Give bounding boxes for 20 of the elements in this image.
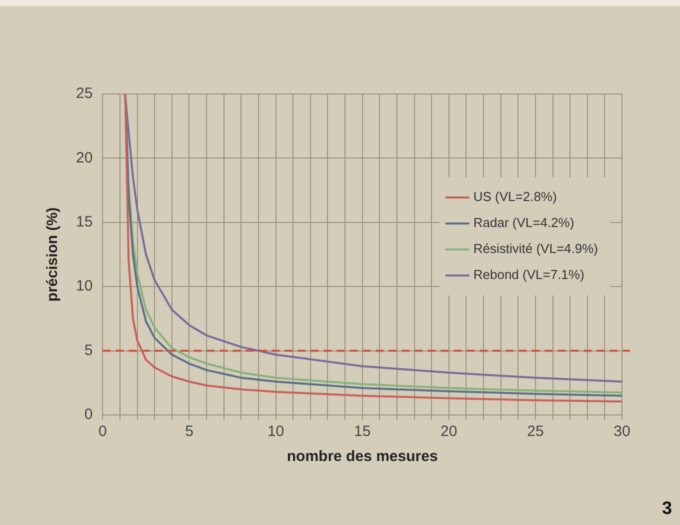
y-tick-label: 25 — [76, 85, 93, 102]
legend-label: Résistivité (VL=4.9%) — [473, 241, 598, 256]
y-tick-label: 10 — [76, 278, 93, 295]
text: 3 — [662, 498, 672, 518]
x-tick-label: 0 — [98, 423, 107, 440]
x-tick-label: 25 — [527, 423, 544, 440]
x-tick-label: 5 — [185, 423, 194, 440]
y-tick-label: 0 — [84, 406, 93, 424]
legend-label: US (VL=2.8%) — [473, 189, 557, 204]
y-axis-title: précision (%) — [44, 207, 62, 302]
y-tick-label: 5 — [84, 342, 93, 359]
x-tick-label: 10 — [267, 423, 284, 440]
y-tick-label: 20 — [76, 149, 93, 166]
x-tick-label: 30 — [614, 423, 630, 440]
x-tick-label: 20 — [440, 423, 458, 440]
y-tick-label: 15 — [76, 214, 93, 231]
x-tick-label: 15 — [354, 423, 371, 440]
legend-label: Radar (VL=4.2%) — [473, 215, 574, 230]
x-axis-title: nombre des mesures — [286, 448, 438, 466]
legend-label: Rebond (VL=7.1%) — [473, 267, 584, 282]
